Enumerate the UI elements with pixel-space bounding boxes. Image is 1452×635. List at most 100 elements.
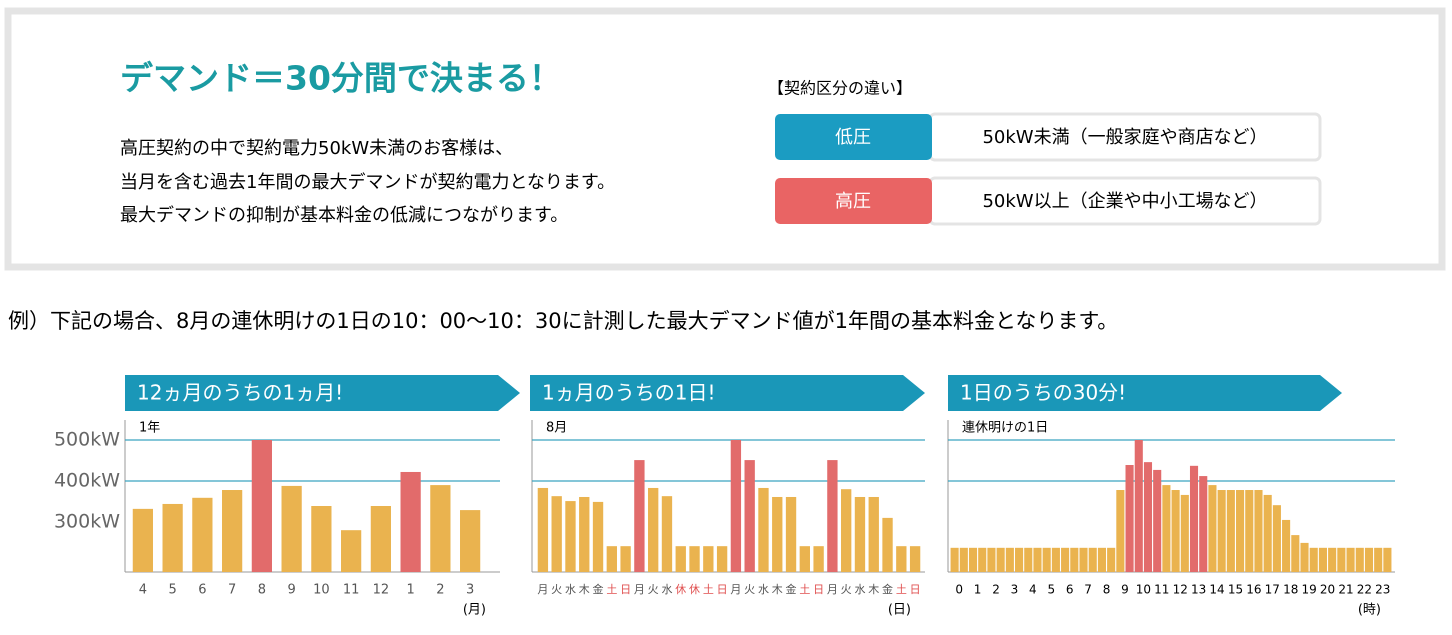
x-tick-label: 土 [799, 583, 810, 596]
bar [1291, 535, 1300, 572]
bar [1061, 547, 1070, 572]
bar [744, 460, 755, 572]
bar [341, 530, 362, 572]
bar [1309, 547, 1318, 572]
bar [222, 490, 243, 572]
bar [1236, 490, 1245, 572]
bar [648, 487, 659, 572]
chart-note: 8月 [546, 421, 567, 436]
bar [1318, 547, 1327, 572]
bar [827, 460, 838, 572]
bar [132, 508, 153, 572]
x-tick-label: 11 [1154, 583, 1169, 597]
bar [192, 497, 213, 572]
bar [1180, 494, 1189, 572]
example-text: 例）下記の場合、8月の連休明けの1日の10：00〜10：30に計測した最大デマン… [8, 309, 1118, 333]
x-tick-label: 日 [910, 583, 921, 596]
x-tick-label: 2 [992, 583, 1000, 597]
bar [854, 496, 866, 572]
x-tick-label: 3 [466, 583, 474, 598]
bar [772, 496, 783, 572]
bar [551, 496, 562, 572]
bar [703, 546, 714, 572]
bar [1374, 547, 1383, 572]
x-tick-label: 日 [620, 583, 631, 596]
x-tick-label: 木 [772, 583, 783, 596]
bar [1033, 547, 1042, 572]
bar [1263, 494, 1272, 572]
x-tick-label: 23 [1375, 583, 1390, 597]
x-tick-label: 金 [882, 582, 893, 596]
x-tick-label: 火 [744, 583, 755, 596]
x-tick-label: 日 [717, 583, 728, 596]
bar [1088, 547, 1097, 572]
contract-label-cell [775, 178, 932, 224]
desc-line: 高圧契約の中で契約電力50kW未満のお客様は、 [120, 138, 513, 159]
contract-label-cell [775, 114, 932, 160]
x-tick-label: 月 [827, 583, 838, 596]
x-tick-label: 14 [1209, 583, 1224, 597]
title: デマンド＝30分間で決まる！ [120, 59, 562, 98]
bar [1355, 547, 1364, 572]
x-tick-label: 金 [593, 582, 604, 596]
bar [978, 547, 987, 572]
x-tick-label: 4 [1029, 583, 1037, 597]
banner-text: 12ヵ月のうちの1ヵ月! [137, 381, 343, 405]
bar [968, 547, 978, 572]
chart-note: 1年 [139, 421, 160, 436]
banner-text: 1日のうちの30分! [960, 381, 1126, 405]
bar [1346, 547, 1355, 572]
bar [1171, 490, 1180, 572]
desc-line: 当月を含む過去1年間の最大デマンドが契約電力となります。 [120, 172, 615, 193]
x-tick-label: 21 [1338, 583, 1353, 597]
bar [730, 440, 742, 572]
chart-note: 連休明けの1日 [962, 421, 1048, 436]
x-tick-label: 休 [675, 583, 686, 596]
x-tick-label: 5 [1047, 583, 1055, 597]
bar [785, 496, 797, 572]
banner [530, 375, 925, 411]
bar [675, 546, 686, 572]
x-tick-label: 水 [565, 583, 576, 596]
x-tick-label: 5 [168, 583, 176, 598]
x-tick-label: 火 [648, 583, 659, 596]
x-tick-label: 16 [1246, 583, 1261, 597]
contract-label: 高圧 [835, 191, 871, 212]
x-tick-label: 13 [1191, 583, 1206, 597]
x-tick-label: 12 [373, 583, 390, 598]
bar [1300, 542, 1309, 572]
bar [868, 496, 879, 572]
bar [1272, 505, 1281, 572]
bar [1015, 547, 1024, 572]
bar [716, 546, 728, 572]
bar [460, 510, 481, 572]
y-tick-label: 300kW [54, 510, 120, 532]
bar [1162, 485, 1171, 572]
bar [1337, 547, 1346, 572]
bar [1005, 547, 1014, 572]
x-tick-label: 9 [287, 583, 295, 598]
bar [689, 546, 700, 572]
bar [251, 440, 272, 572]
bar [1134, 440, 1143, 572]
bar [1199, 476, 1208, 572]
bar [1070, 547, 1079, 572]
bar [959, 547, 968, 572]
x-tick-label: 19 [1301, 583, 1316, 597]
x-unit: (月) [463, 603, 486, 618]
x-tick-label: 土 [703, 583, 714, 596]
x-tick-label: 1 [406, 583, 414, 598]
bar [758, 487, 769, 572]
bar [537, 487, 549, 572]
x-tick-label: 水 [661, 583, 672, 596]
bar [1245, 490, 1254, 572]
bar [1217, 490, 1226, 572]
bar [1097, 547, 1106, 572]
bar [1189, 465, 1199, 572]
bar [606, 546, 617, 572]
x-tick-label: 17 [1265, 583, 1280, 597]
x-tick-label: 木 [579, 583, 590, 596]
x-tick-label: 6 [198, 583, 206, 598]
bar [281, 485, 302, 572]
